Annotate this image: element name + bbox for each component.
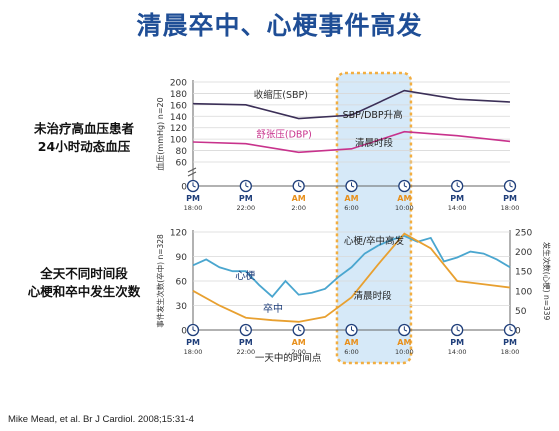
- bottom-clock-hand-icon: [298, 329, 302, 332]
- top-time-label: 6:00: [344, 204, 359, 212]
- bottom-period-label: PM: [239, 338, 253, 347]
- bottom-time-label: 6:00: [344, 348, 359, 356]
- bottom-description-line-2: 心梗和卒中发生次数: [27, 284, 141, 299]
- bottom-period-label: AM: [292, 338, 306, 347]
- top-y-tick-label: 200: [170, 79, 187, 89]
- bottom-clock-hand-icon: [192, 329, 196, 332]
- top-period-label: AM: [292, 194, 306, 203]
- top-period-label: PM: [239, 194, 253, 203]
- top-time-label: 18:00: [184, 204, 203, 212]
- top-time-label: 2:00: [291, 204, 306, 212]
- bottom-left-tick-label: 0: [181, 327, 187, 337]
- top-period-label: PM: [450, 194, 464, 203]
- bottom-period-label: PM: [450, 338, 464, 347]
- top-y-tick-label: 140: [170, 113, 187, 123]
- bottom-right-axis-label: 发生次数(心梗) n=339: [542, 242, 552, 321]
- bottom-time-label: 18:00: [184, 348, 203, 356]
- top-y-tick-label: 0: [181, 183, 187, 193]
- top-description-line-2: 24小时动态血压: [37, 139, 131, 154]
- page-title: 清晨卒中、心梗事件高发: [136, 11, 423, 40]
- top-period-label: PM: [503, 194, 517, 203]
- bottom-left-tick-label: 90: [176, 253, 188, 263]
- bottom-right-tick-label: 200: [515, 248, 532, 258]
- mi-series-line: [192, 234, 511, 298]
- bottom-clock-hand-icon: [351, 329, 355, 332]
- top-rise-annotation: SBP/DBP升高: [343, 109, 403, 121]
- top-clock-hand-icon: [404, 185, 408, 188]
- top-description-line-1: 未治疗高血压患者: [33, 121, 134, 136]
- bottom-morning-annotation: 清晨时段: [354, 290, 393, 302]
- bottom-period-label: PM: [503, 338, 517, 347]
- top-chart-description: 未治疗高血压患者 24小时动态血压: [4, 120, 164, 156]
- bottom-right-tick-label: 250: [515, 229, 532, 239]
- bottom-clock-hand-icon: [245, 329, 249, 332]
- bottom-right-tick-label: 0: [515, 327, 521, 337]
- bottom-left-tick-label: 30: [176, 302, 188, 312]
- top-y-tick-label: 100: [170, 136, 187, 146]
- top-time-label: 10:00: [395, 204, 414, 212]
- citation: Mike Mead, et al. Br J Cardiol. 2008;15:…: [8, 414, 194, 425]
- bottom-peak-annotation: 心梗/卒中高发: [344, 235, 405, 247]
- x-axis-title: 一天中的时间点: [255, 352, 322, 364]
- top-clock-hand-icon: [192, 185, 196, 188]
- dbp-series-line: [192, 130, 511, 154]
- bottom-period-label: AM: [397, 338, 411, 347]
- bottom-clock-hand-icon: [456, 329, 460, 332]
- top-clock-hand-icon: [351, 185, 355, 188]
- top-period-label: AM: [397, 194, 411, 203]
- top-time-label: 22:00: [236, 204, 255, 212]
- bottom-time-label: 22:00: [236, 348, 255, 356]
- mi-legend-label: 心梗: [235, 269, 255, 282]
- bottom-period-label: AM: [344, 338, 358, 347]
- bottom-time-label: 2:00: [291, 348, 306, 356]
- morning-highlight-band: [335, 71, 413, 365]
- top-morning-annotation: 清晨时段: [355, 137, 394, 149]
- bottom-chart-description: 全天不同时间段 心梗和卒中发生次数: [4, 265, 164, 301]
- top-period-label: AM: [344, 194, 358, 203]
- bottom-time-label: 10:00: [395, 348, 414, 356]
- stroke-series-line: [192, 232, 511, 323]
- top-y-tick-label: 160: [170, 101, 187, 111]
- bottom-description-line-1: 全天不同时间段: [40, 266, 128, 281]
- top-clock-hand-icon: [298, 185, 302, 188]
- bottom-right-tick-label: 100: [515, 287, 532, 297]
- bottom-right-tick-label: 50: [515, 307, 527, 317]
- bottom-left-tick-label: 120: [170, 229, 187, 239]
- top-clock-hand-icon: [509, 185, 513, 188]
- bottom-left-tick-label: 60: [176, 278, 188, 288]
- sbp-series-line: [192, 89, 511, 120]
- bottom-time-label: 14:00: [448, 348, 467, 356]
- top-y-tick-label: 80: [176, 147, 188, 157]
- bottom-left-axis-label: 事件发生次数(卒中) n=328: [155, 234, 165, 328]
- sbp-legend-label: 收缩压(SBP): [254, 89, 308, 101]
- top-time-label: 14:00: [448, 204, 467, 212]
- top-y-tick-label: 60: [176, 159, 188, 169]
- top-y-tick-label: 180: [170, 90, 187, 100]
- top-y-axis-label: 血压(mmHg) n=20: [155, 97, 165, 170]
- bottom-right-tick-label: 150: [515, 268, 532, 278]
- top-clock-hand-icon: [456, 185, 460, 188]
- top-axis-break-icon: [187, 167, 197, 177]
- dbp-legend-label: 舒张压(DBP): [256, 129, 311, 141]
- top-time-label: 18:00: [501, 204, 520, 212]
- bottom-period-label: PM: [186, 338, 200, 347]
- top-clock-hand-icon: [245, 185, 249, 188]
- bottom-clock-hand-icon: [404, 329, 408, 332]
- bottom-time-label: 18:00: [501, 348, 520, 356]
- bottom-clock-hand-icon: [509, 329, 513, 332]
- top-y-tick-label: 120: [170, 124, 187, 134]
- stroke-legend-label: 卒中: [263, 302, 283, 315]
- top-period-label: PM: [186, 194, 200, 203]
